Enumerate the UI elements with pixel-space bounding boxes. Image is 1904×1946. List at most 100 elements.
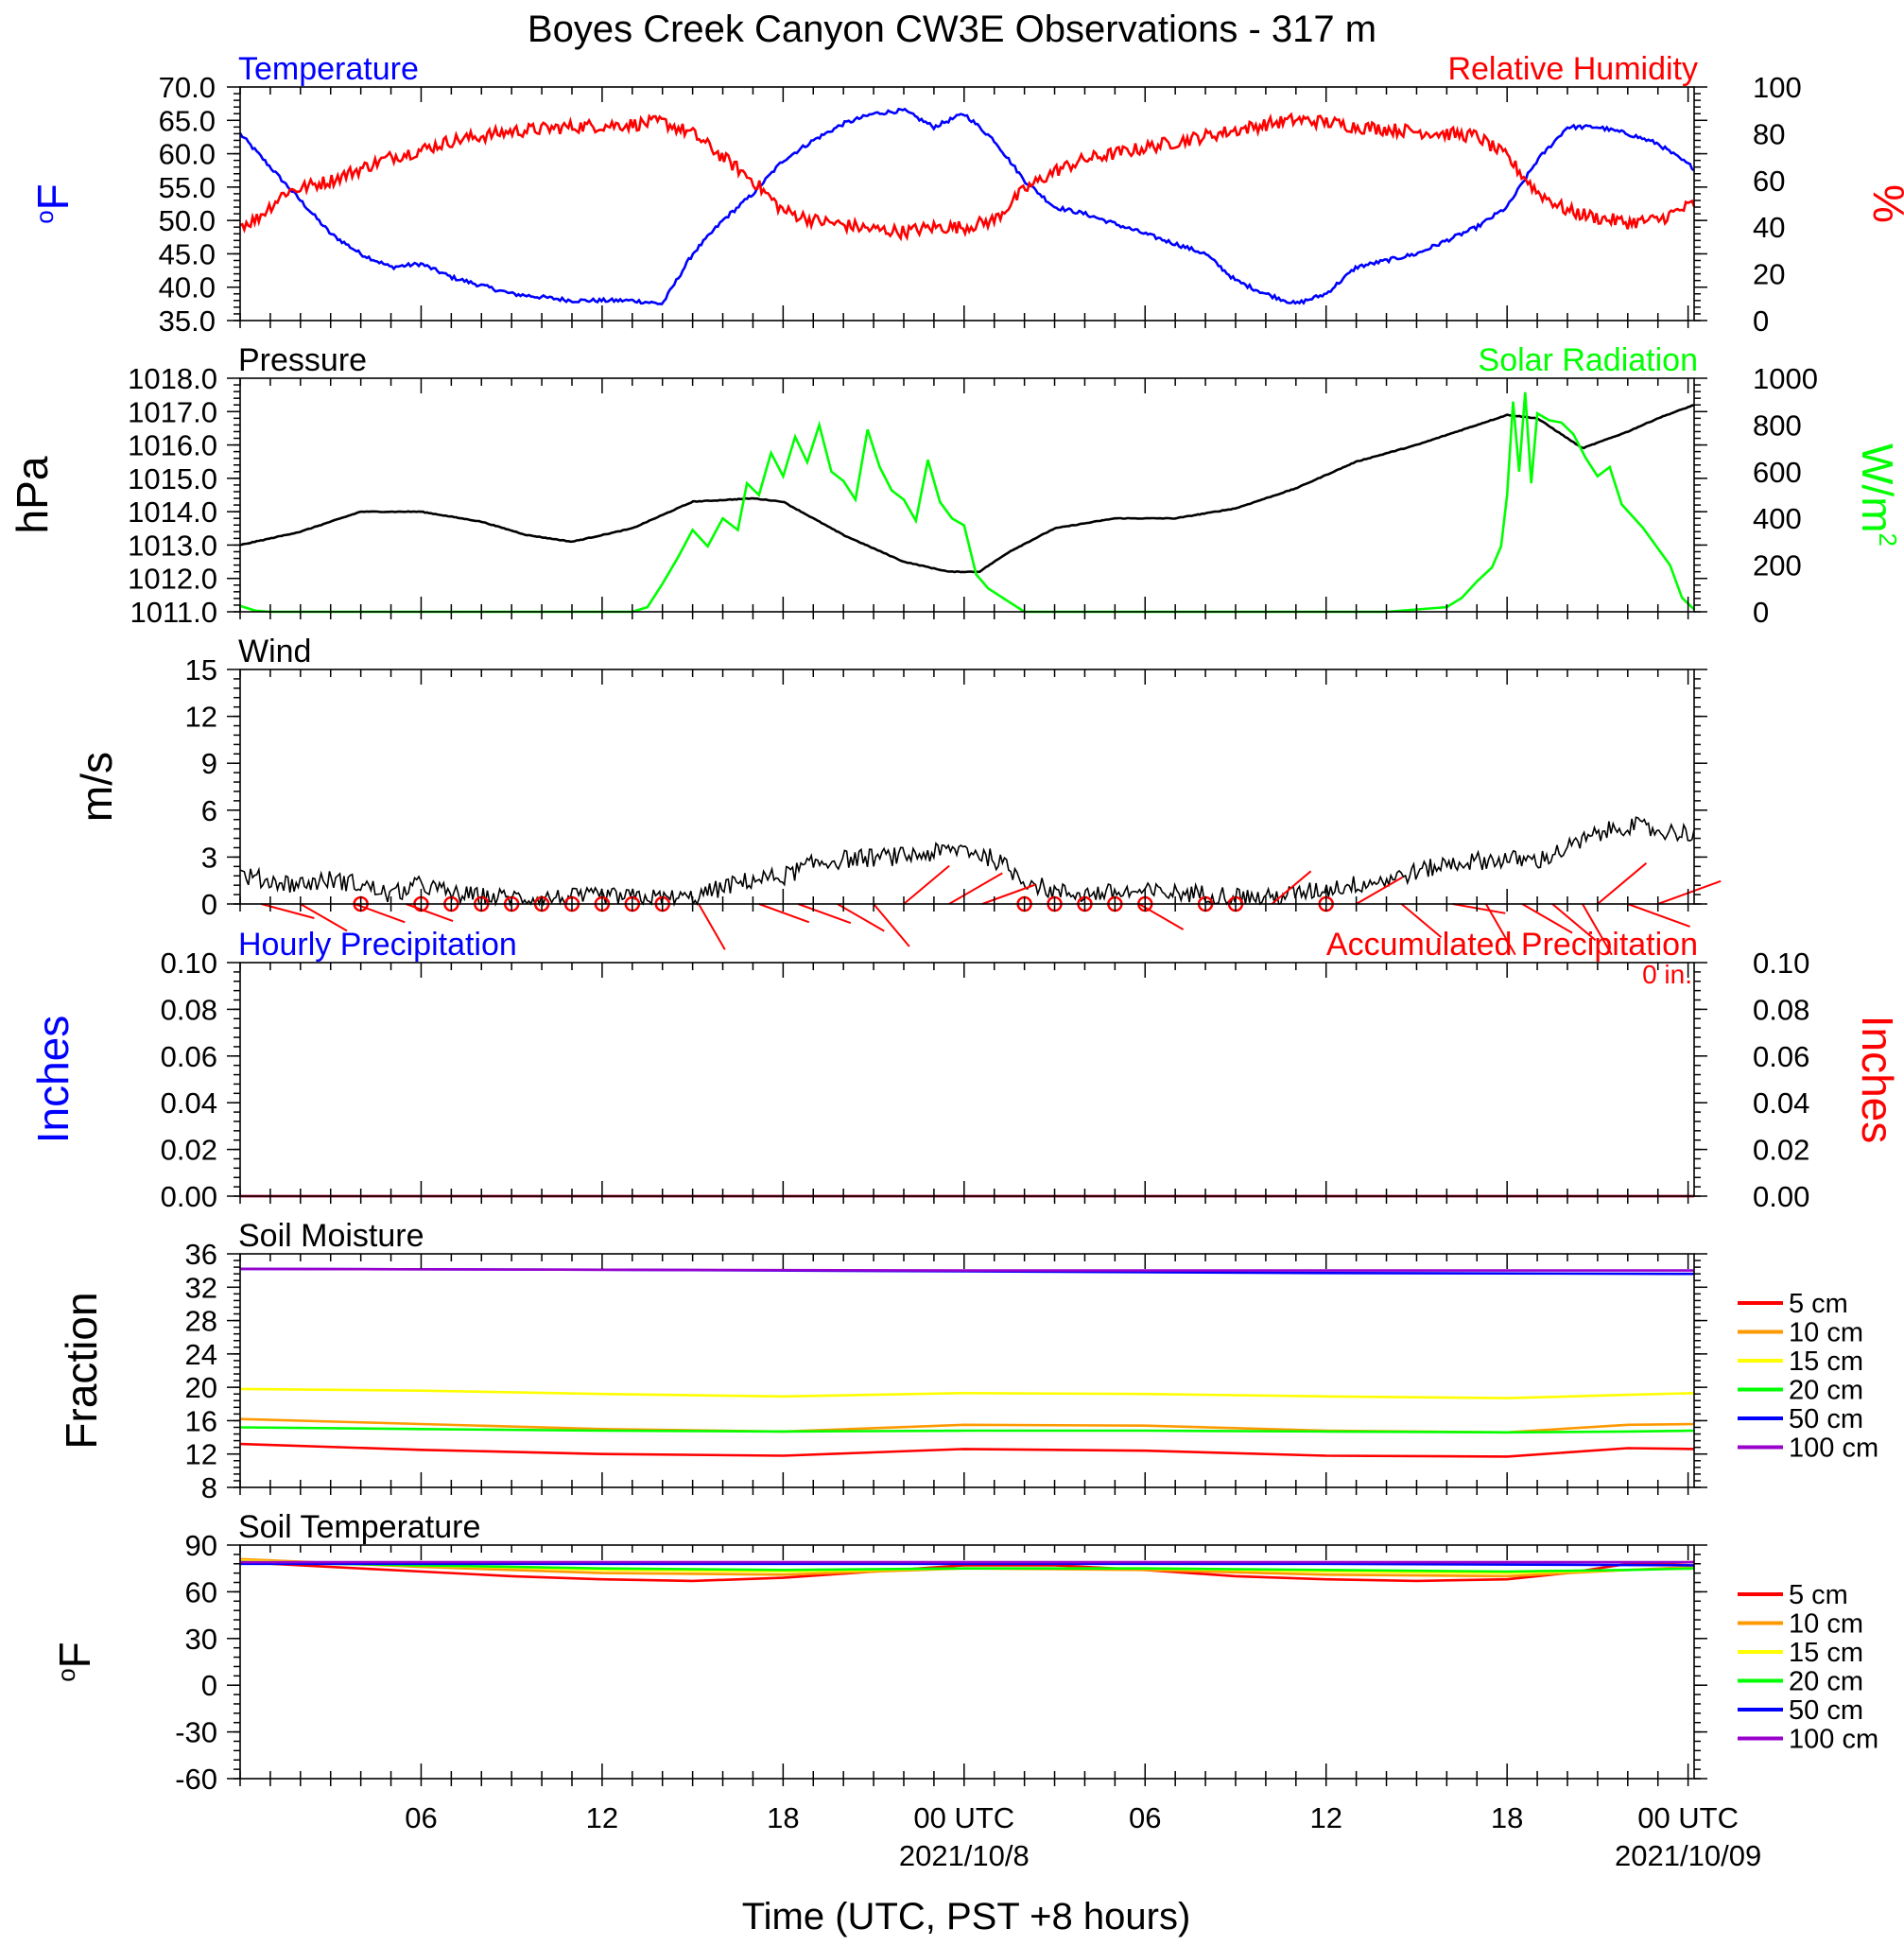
y-tick-label: 1013.0 (128, 529, 217, 562)
legend-label: 5 cm (1789, 1580, 1848, 1610)
y-tick-label: 15 (185, 653, 217, 686)
y-tick-label: 40.0 (159, 271, 216, 304)
y-axis-label-left: oF (28, 183, 78, 224)
y-tick-label: 0.02 (161, 1134, 217, 1167)
wind-barb (948, 872, 1003, 905)
panel-pressure-solar: 1011.01012.01013.01014.01015.01016.01017… (8, 342, 1902, 629)
legend-label: 100 cm (1789, 1725, 1878, 1755)
panel-title-right: Accumulated Precipitation (1326, 927, 1698, 963)
x-tick-label: 06 (1129, 1801, 1161, 1834)
y-tick-label: 1017.0 (128, 395, 217, 428)
series-line-temperature (238, 107, 1695, 305)
wind-barb (1597, 862, 1648, 905)
series-line-relative-humidity (239, 112, 1696, 242)
x-tick-label: 18 (767, 1801, 799, 1834)
panel-temp-rh: 35.040.045.050.055.060.065.070.0 0 20 40 60 8… (28, 51, 1904, 338)
y-axis-right: 0 20 40 60 80 100 (1753, 71, 1802, 338)
wind-barb (981, 883, 1036, 905)
wind-barb (1521, 903, 1573, 934)
series-line-pressure (239, 404, 1695, 574)
y-tick-label-right: 0.06 (1753, 1040, 1809, 1073)
y-tick-label: 24 (185, 1338, 217, 1371)
y-tick-label-right: 200 (1753, 549, 1802, 582)
panel-wind: 0 3 6 9 12 15 Wind m/s (72, 634, 1722, 956)
y-tick-label: 1016.0 (128, 429, 217, 462)
y-tick-label: 32 (185, 1271, 217, 1304)
wind-barb (837, 903, 885, 932)
x-date-label: 2021/10/09 (1615, 1839, 1761, 1872)
series-line-5-cm (239, 1560, 1695, 1583)
wind-barb (797, 903, 852, 925)
series-line-10-cm (239, 1417, 1695, 1434)
y-tick-label: 35.0 (159, 304, 216, 338)
y-tick-label: 0 (201, 888, 217, 921)
x-tick-label: 12 (1309, 1801, 1341, 1834)
y-axis-right: 0 200 400 600 800 1000 (1753, 362, 1818, 629)
y-tick-label-right: 20 (1753, 258, 1785, 291)
wind-barb (300, 903, 348, 932)
panel-frame (239, 1544, 1695, 1780)
precip-total: 0 in. (1642, 960, 1692, 989)
legend-label: 10 cm (1789, 1318, 1863, 1348)
y-axis-label-left: oF (50, 1642, 99, 1682)
panel-title-right: Relative Humidity (1447, 51, 1698, 87)
series-group (239, 391, 1695, 614)
series-group (239, 816, 1695, 908)
y-tick-label: -60 (175, 1763, 217, 1796)
y-tick-label: 9 (201, 747, 217, 780)
y-tick-label: 1011.0 (130, 596, 217, 629)
chart-title: Boyes Creek Canyon CW3E Observations - 3… (528, 9, 1376, 50)
wind-barb (1271, 870, 1312, 905)
x-date-label: 2021/10/8 (899, 1839, 1030, 1872)
y-tick-label: 0.04 (161, 1086, 217, 1120)
y-axis-left: 0 3 6 9 12 15 (185, 653, 1707, 921)
y-axis-left: -60 -30 0 30 60 90 (175, 1529, 1707, 1796)
legend-label: 20 cm (1789, 1667, 1863, 1697)
y-tick-label-right: 1000 (1753, 362, 1818, 395)
y-tick-label: 65.0 (159, 104, 216, 137)
x-tick-label: 12 (586, 1801, 618, 1834)
y-tick-label-right: 100 (1753, 71, 1802, 104)
y-tick-label: 12 (185, 1438, 217, 1471)
y-axis-label-right: % (1864, 184, 1904, 223)
y-axis-label-left: Fraction (57, 1292, 106, 1449)
y-tick-label: 50.0 (159, 204, 216, 237)
y-axis-label-right: Inches (1853, 1016, 1902, 1144)
y-tick-label-right: 400 (1753, 502, 1802, 535)
y-tick-label: 60 (185, 1575, 217, 1608)
panel-frame (239, 962, 1695, 1197)
y-tick-label: 12 (185, 701, 217, 734)
y-tick-label-right: 80 (1753, 117, 1785, 150)
wind-barb (1657, 879, 1722, 905)
series-line-100-cm (239, 1267, 1694, 1272)
panel-frame (239, 86, 1695, 321)
legend-label: 5 cm (1789, 1289, 1848, 1319)
y-tick-label: 1012.0 (128, 563, 217, 596)
wind-barb (1400, 903, 1443, 938)
legend-label: 50 cm (1789, 1404, 1863, 1434)
y-tick-label: 1015.0 (128, 462, 217, 495)
series-line-20-cm (239, 1426, 1695, 1434)
wind-barb (1452, 903, 1506, 914)
y-tick-label: 60.0 (159, 138, 216, 171)
x-axis: 06 12 18 00 UTC 06 12 18 00 UTC 2021/10/8 2021/10… (405, 1801, 1761, 1872)
y-tick-label: 45.0 (159, 237, 216, 270)
panel-title-left: Pressure (238, 342, 367, 378)
y-tick-label: 70.0 (159, 71, 216, 104)
legend-label: 15 cm (1789, 1638, 1863, 1668)
x-ticks (239, 963, 1689, 1204)
panel-title-left: Wind (238, 634, 311, 669)
legend-label: 10 cm (1789, 1609, 1863, 1640)
series-line-5-cm (239, 1442, 1695, 1458)
y-tick-label: 0 (201, 1669, 217, 1702)
panel-title-left: Hourly Precipitation (238, 927, 517, 963)
wind-barb (698, 903, 726, 950)
panel-frame (239, 377, 1695, 613)
legend-label: 20 cm (1789, 1376, 1863, 1406)
wind-barb (1582, 903, 1613, 956)
